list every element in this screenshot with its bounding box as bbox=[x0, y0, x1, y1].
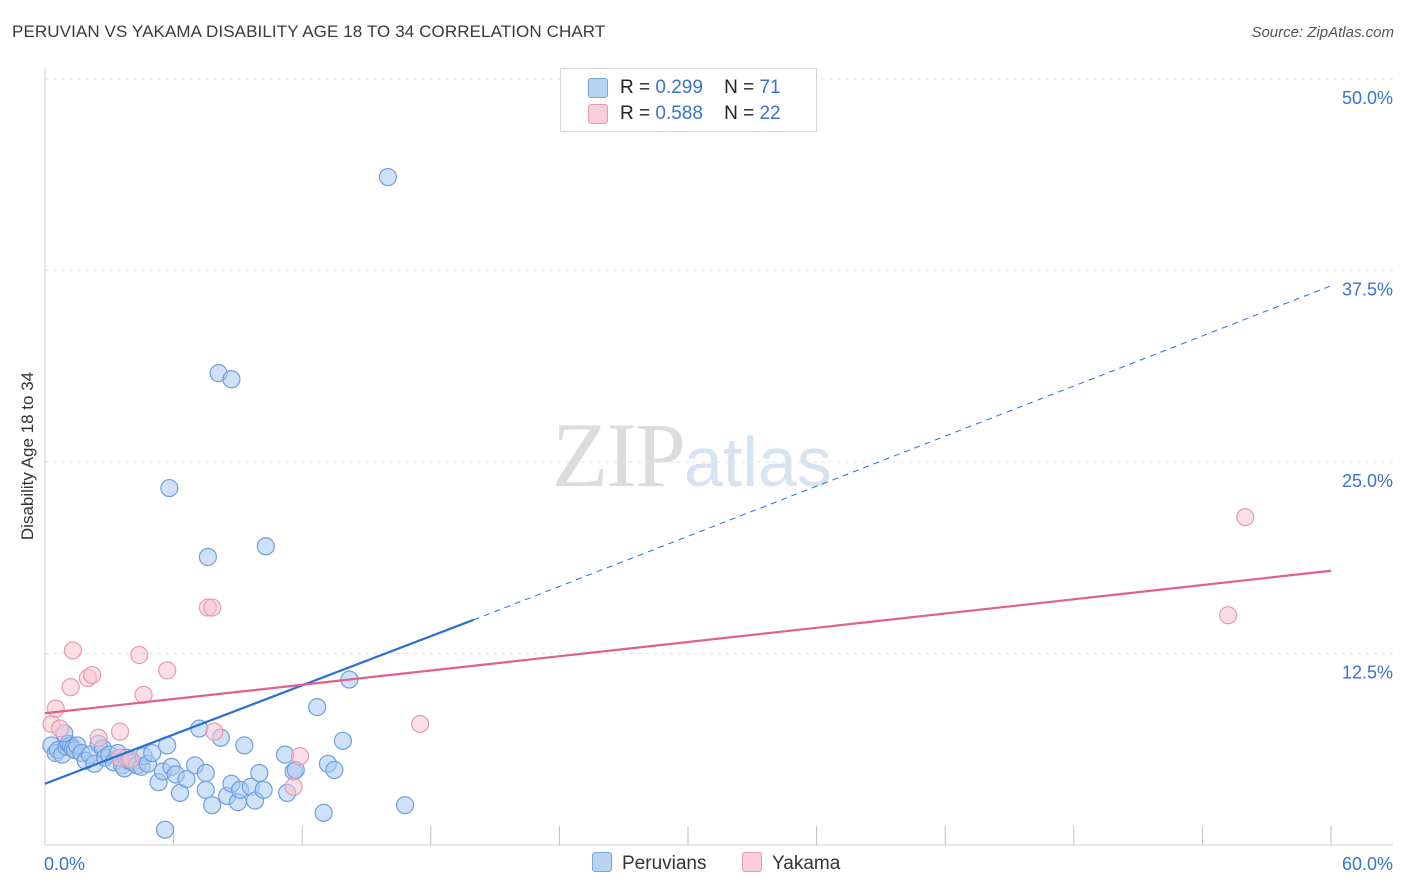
x-tick-label-min: 0.0% bbox=[44, 854, 85, 874]
tick-labels: 12.5% 25.0% 37.5% 50.0% 0.0% 60.0% bbox=[44, 88, 1393, 874]
watermark-zip: ZIP bbox=[552, 404, 686, 506]
peruvians-point bbox=[250, 763, 269, 783]
legend-n-label: N = bbox=[724, 77, 755, 98]
peruvians-points bbox=[42, 167, 415, 839]
yakama-point bbox=[203, 598, 222, 617]
legend-r-label: R = bbox=[620, 77, 651, 98]
peruvians-point bbox=[198, 547, 217, 567]
peruvians-point bbox=[254, 780, 273, 799]
legend-swatch-blue bbox=[588, 78, 608, 98]
peruvians-point bbox=[196, 763, 215, 783]
peruvians-point bbox=[325, 760, 344, 780]
axes bbox=[44, 68, 1393, 846]
peruvians-point bbox=[196, 780, 215, 799]
legend-swatch-pink bbox=[588, 104, 608, 124]
grid-lines bbox=[45, 78, 1393, 654]
peruvians-point bbox=[160, 478, 179, 498]
bottom-legend-peruvians: Peruvians bbox=[592, 852, 707, 875]
y-tick-label: 12.5% bbox=[1342, 663, 1393, 683]
y-tick-label: 50.0% bbox=[1342, 88, 1393, 108]
yakama-point bbox=[63, 641, 82, 660]
yakama-point bbox=[110, 722, 130, 741]
peruvians-point bbox=[308, 698, 327, 717]
x-tick-label-max: 60.0% bbox=[1342, 854, 1393, 874]
yakama-point bbox=[205, 722, 224, 741]
yakama-point bbox=[1219, 606, 1238, 625]
bottom-legend-label: Peruvians bbox=[622, 853, 707, 874]
peruvians-point bbox=[143, 743, 162, 763]
legend-r-value: 0.299 bbox=[655, 77, 703, 98]
legend-r-label: R = bbox=[620, 103, 651, 124]
yakama-point bbox=[130, 645, 149, 665]
yakama-point bbox=[83, 665, 102, 685]
yakama-point bbox=[284, 777, 303, 796]
trend-lines bbox=[44, 285, 1332, 785]
peruvians-point bbox=[275, 745, 295, 764]
bottom-legend-swatch-pink bbox=[742, 852, 762, 872]
y-axis-label: Disability Age 18 to 34 bbox=[18, 371, 37, 541]
yakama-point bbox=[89, 728, 108, 747]
yakama-point bbox=[410, 714, 430, 734]
bottom-legend-label: Yakama bbox=[772, 853, 841, 874]
peruvians-point bbox=[155, 820, 175, 839]
peruvians-point bbox=[235, 736, 254, 755]
peruvians-point bbox=[395, 796, 415, 815]
peruvians-point bbox=[203, 796, 222, 815]
yakama-points bbox=[42, 508, 1255, 796]
yakama-point bbox=[158, 661, 177, 680]
peruvians-point bbox=[222, 370, 241, 389]
legend-n-value: 22 bbox=[759, 103, 781, 124]
peruvians-point bbox=[378, 167, 398, 187]
peruvians-point bbox=[314, 803, 333, 822]
chart-title: PERUVIAN VS YAKAMA DISABILITY AGE 18 TO … bbox=[12, 22, 606, 41]
peruvians-point bbox=[256, 537, 275, 556]
peruvians-point bbox=[177, 770, 196, 789]
yakama-point bbox=[50, 719, 70, 738]
peruvians-point bbox=[333, 731, 353, 750]
yakama-point bbox=[46, 699, 65, 718]
peruvians-trend-extension bbox=[473, 285, 1332, 621]
yakama-point bbox=[290, 747, 310, 766]
source-label: Source: ZipAtlas.com bbox=[1251, 24, 1394, 41]
peruvians-trend-line bbox=[44, 618, 475, 785]
legend-n-value: 71 bbox=[759, 77, 781, 98]
yakama-point bbox=[1236, 508, 1255, 527]
legend-r-value: 0.588 bbox=[655, 103, 703, 124]
y-tick-label: 37.5% bbox=[1342, 280, 1393, 300]
yakama-trend-line bbox=[44, 569, 1332, 715]
bottom-legend-yakama: Yakama bbox=[742, 852, 840, 875]
yakama-point bbox=[61, 678, 80, 697]
bottom-legend-swatch-blue bbox=[592, 852, 612, 872]
y-tick-label: 25.0% bbox=[1342, 471, 1393, 491]
correlation-legend: R = 0.299 N = 71 R = 0.588 N = 22 bbox=[560, 68, 817, 132]
legend-n-label: N = bbox=[724, 103, 755, 124]
